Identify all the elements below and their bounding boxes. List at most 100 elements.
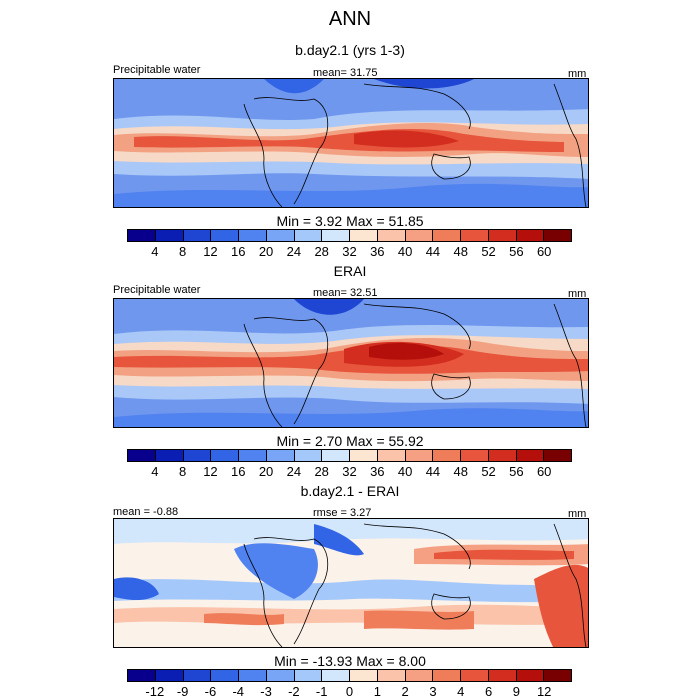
panel-3-colorbar-ticks: -12 -9 -6 -4 -3 -2 -1 0 1 2 3 4 6 9 12 (127, 684, 572, 700)
colorbar-swatch (155, 450, 184, 461)
colorbar-tick: 1 (373, 684, 381, 699)
colorbar-swatch (211, 230, 239, 241)
colorbar-swatch (405, 230, 434, 241)
colorbar-tick: 48 (453, 244, 468, 259)
colorbar-tick: 2 (401, 684, 409, 699)
colorbar-swatch (239, 230, 267, 241)
colorbar-swatch (405, 670, 434, 681)
colorbar-swatch (350, 450, 378, 461)
panel-1-colorbar (127, 229, 572, 242)
panel-3-min-max: Min = -13.93 Max = 8.00 (274, 653, 426, 669)
panel-3-title: b.day2.1 - ERAI (300, 483, 400, 499)
colorbar-swatch (488, 230, 517, 241)
panel-2-colorbar (127, 449, 572, 462)
colorbar-tick: 12 (536, 684, 552, 699)
colorbar-swatch (128, 450, 156, 461)
panel-2-mean-label: mean= 32.51 (313, 287, 378, 299)
colorbar-swatch (128, 230, 156, 241)
colorbar-swatch (350, 670, 378, 681)
colorbar-tick: 60 (536, 244, 552, 259)
colorbar-tick: -12 (145, 684, 165, 699)
colorbar-swatch (322, 670, 350, 681)
colorbar-tick: 20 (258, 464, 274, 479)
panel-2-units-label: mm (568, 288, 587, 300)
colorbar-swatch (294, 670, 323, 681)
colorbar-swatch (516, 670, 545, 681)
colorbar-swatch (266, 450, 295, 461)
colorbar-tick: 40 (397, 244, 413, 259)
colorbar-tick: 36 (370, 464, 385, 479)
colorbar-tick: 6 (484, 684, 493, 699)
colorbar-tick: 52 (481, 244, 496, 259)
colorbar-tick: 40 (397, 464, 413, 479)
colorbar-swatch (516, 230, 545, 241)
colorbar-swatch (488, 450, 517, 461)
panel-1-mean-label: mean= 31.75 (313, 67, 378, 79)
colorbar-tick: 36 (370, 244, 385, 259)
panel-2-title: ERAI (333, 263, 367, 279)
colorbar-swatch (377, 450, 406, 461)
colorbar-swatch (183, 450, 212, 461)
colorbar-tick: 56 (509, 244, 524, 259)
colorbar-tick: 24 (286, 244, 302, 259)
colorbar-swatch (433, 670, 461, 681)
panel-2-map (113, 298, 589, 428)
colorbar-tick: 60 (536, 464, 552, 479)
panel-1-title: b.day2.1 (yrs 1-3) (295, 42, 405, 58)
colorbar-tick: 48 (453, 464, 468, 479)
colorbar-tick: 56 (509, 464, 524, 479)
panel-2-variable-label: Precipitable water (113, 284, 201, 296)
colorbar-tick: 9 (512, 684, 520, 699)
colorbar-swatch (128, 670, 156, 681)
colorbar-tick: 4 (151, 464, 159, 479)
panel-3-units-label: mm (568, 508, 587, 520)
colorbar-swatch (322, 230, 350, 241)
colorbar-tick: -1 (315, 684, 328, 699)
colorbar-tick: 52 (481, 464, 496, 479)
colorbar-swatch (544, 670, 571, 681)
colorbar-tick: 20 (258, 244, 274, 259)
panel-3-map (113, 518, 589, 648)
colorbar-tick: 16 (231, 464, 246, 479)
panel-3-colorbar (127, 669, 572, 682)
colorbar-swatch (488, 670, 517, 681)
panel-1-min-max: Min = 3.92 Max = 51.85 (276, 213, 424, 229)
colorbar-swatch (239, 670, 267, 681)
colorbar-tick: -9 (176, 684, 189, 699)
colorbar-tick: 12 (203, 244, 218, 259)
panel-1-colorbar-ticks: 4 8 12 16 20 24 28 32 36 40 44 48 52 56 … (127, 244, 572, 260)
colorbar-swatch (239, 450, 267, 461)
panel-1-map (113, 78, 589, 208)
colorbar-swatch (266, 230, 295, 241)
colorbar-swatch (461, 450, 489, 461)
colorbar-tick: 8 (179, 464, 187, 479)
colorbar-tick: 44 (425, 244, 441, 259)
colorbar-swatch (544, 450, 571, 461)
colorbar-swatch (294, 230, 323, 241)
colorbar-swatch (433, 450, 461, 461)
colorbar-swatch (461, 670, 489, 681)
panel-2-colorbar-ticks: 4 8 12 16 20 24 28 32 36 40 44 48 52 56 … (127, 464, 572, 480)
colorbar-swatch (322, 450, 350, 461)
colorbar-swatch (433, 230, 461, 241)
colorbar-swatch (350, 230, 378, 241)
colorbar-tick: 44 (425, 464, 441, 479)
colorbar-swatch (377, 230, 406, 241)
colorbar-swatch (266, 670, 295, 681)
panel-3-mean-label: mean = -0.88 (113, 506, 179, 518)
colorbar-tick: 0 (345, 684, 354, 699)
colorbar-tick: 32 (342, 244, 357, 259)
panel-1-units-label: mm (568, 68, 587, 80)
colorbar-tick: 28 (314, 244, 329, 259)
colorbar-swatch (211, 450, 239, 461)
colorbar-tick: 16 (231, 244, 246, 259)
colorbar-tick: -4 (232, 684, 245, 699)
colorbar-swatch (516, 450, 545, 461)
colorbar-tick: 12 (203, 464, 218, 479)
colorbar-swatch (405, 450, 434, 461)
colorbar-swatch (211, 670, 239, 681)
panel-1-variable-label: Precipitable water (113, 64, 201, 76)
colorbar-swatch (155, 230, 184, 241)
colorbar-swatch (183, 230, 212, 241)
colorbar-tick: -3 (260, 684, 272, 699)
